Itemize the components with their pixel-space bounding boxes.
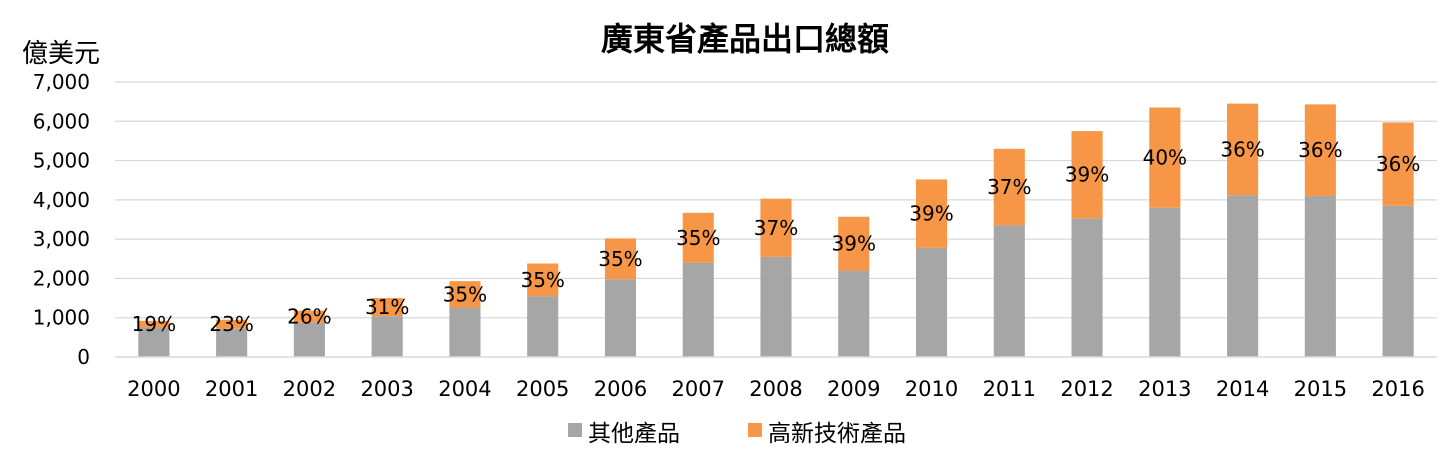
data-label: 23%	[209, 312, 253, 336]
bar-high-tech-products	[1382, 122, 1414, 206]
y-tick-label: 5,000	[33, 149, 90, 173]
bar-high-tech-products	[604, 238, 637, 280]
bar-other-products	[216, 328, 248, 357]
bar-high-tech-products	[293, 310, 325, 323]
bar-high-tech-products	[1149, 107, 1181, 208]
data-label: 37%	[754, 216, 798, 240]
data-label: 31%	[365, 295, 409, 319]
x-tick-label: 2010	[905, 377, 958, 401]
data-label: 36%	[1220, 137, 1264, 161]
x-tick-label: 2002	[283, 377, 336, 401]
bar-high-tech-products	[838, 216, 870, 271]
y-tick-label: 4,000	[33, 188, 90, 212]
data-labels-group: 19% 23% 26% 31% 35% 35% 35% 35% 37% 39% 39% 37% 39% 4…	[132, 137, 1421, 336]
x-tick-label: 2001	[205, 377, 258, 401]
bar-other-products	[1382, 205, 1414, 357]
data-label: 36%	[1298, 138, 1342, 162]
bar-high-tech-products	[449, 281, 481, 308]
data-label: 40%	[1143, 146, 1187, 170]
data-label: 35%	[443, 282, 487, 306]
bar-other-products	[371, 316, 403, 357]
data-label: 26%	[287, 305, 331, 329]
x-tick-label: 2008	[749, 377, 802, 401]
y-tick-label: 1,000	[33, 306, 90, 330]
bar-high-tech-products	[1304, 104, 1336, 196]
y-tick-label: 7,000	[33, 70, 90, 94]
bar-high-tech-products	[1071, 131, 1103, 219]
x-axis-ticks: 2000 2001 2002 2003 2004 2005 2006 2007 2008 2009…	[127, 377, 1425, 401]
bar-high-tech-products	[216, 319, 248, 329]
x-tick-label: 2014	[1216, 377, 1269, 401]
x-tick-label: 2015	[1294, 377, 1347, 401]
y-tick-label: 0	[77, 345, 90, 369]
bar-other-products	[1149, 207, 1181, 357]
bar-other-products	[1304, 195, 1336, 357]
x-tick-label: 2006	[594, 377, 647, 401]
bar-other-products	[527, 296, 559, 357]
bars-group	[138, 103, 1414, 357]
bar-high-tech-products	[1227, 103, 1259, 196]
x-tick-label: 2009	[827, 377, 880, 401]
bar-other-products	[915, 247, 948, 357]
data-label: 39%	[1065, 163, 1109, 187]
bar-other-products	[138, 327, 170, 357]
data-label: 35%	[520, 268, 564, 292]
x-tick-label: 2013	[1138, 377, 1191, 401]
bar-high-tech-products	[371, 298, 403, 317]
legend-swatch-other-products	[568, 423, 582, 437]
bar-high-tech-products	[760, 198, 792, 257]
legend: 其他產品 高新技術產品	[568, 421, 906, 447]
x-tick-label: 2005	[516, 377, 569, 401]
x-tick-label: 2007	[672, 377, 725, 401]
bar-high-tech-products	[138, 320, 170, 328]
bar-other-products	[449, 307, 481, 357]
x-tick-label: 2016	[1371, 377, 1424, 401]
x-tick-label: 2011	[983, 377, 1036, 401]
bar-other-products	[682, 262, 714, 357]
bar-other-products	[1227, 195, 1259, 357]
chart-title: 廣東省產品出口總額	[601, 20, 889, 58]
bar-other-products	[604, 279, 637, 357]
y-tick-label: 6,000	[33, 109, 90, 133]
legend-label-high-tech-products: 高新技術產品	[768, 421, 906, 447]
data-label: 39%	[832, 232, 876, 256]
y-tick-label: 2,000	[33, 266, 90, 290]
bar-other-products	[1071, 218, 1103, 357]
bar-other-products	[993, 225, 1025, 357]
bar-high-tech-products	[915, 179, 948, 248]
x-tick-label: 2012	[1060, 377, 1113, 401]
y-axis-unit-label: 億美元	[22, 39, 100, 69]
legend-swatch-high-tech-products	[748, 423, 762, 437]
legend-label-other-products: 其他產品	[588, 421, 680, 447]
x-tick-label: 2000	[127, 377, 180, 401]
data-label: 35%	[598, 247, 642, 271]
bar-other-products	[293, 322, 325, 357]
x-tick-label: 2004	[438, 377, 491, 401]
y-axis-ticks: 0 1,000 2,000 3,000 4,000 5,000 6,000 7,000	[33, 70, 90, 369]
data-label: 35%	[676, 226, 720, 250]
data-label: 39%	[909, 202, 953, 226]
y-tick-label: 3,000	[33, 227, 90, 251]
bar-other-products	[838, 270, 870, 357]
bar-high-tech-products	[527, 263, 559, 297]
data-label: 36%	[1376, 152, 1420, 176]
data-label: 19%	[132, 312, 176, 336]
bar-high-tech-products	[682, 212, 714, 263]
bar-high-tech-products	[993, 148, 1025, 226]
data-label: 37%	[987, 175, 1031, 199]
bar-other-products	[760, 256, 792, 357]
x-tick-label: 2003	[360, 377, 413, 401]
